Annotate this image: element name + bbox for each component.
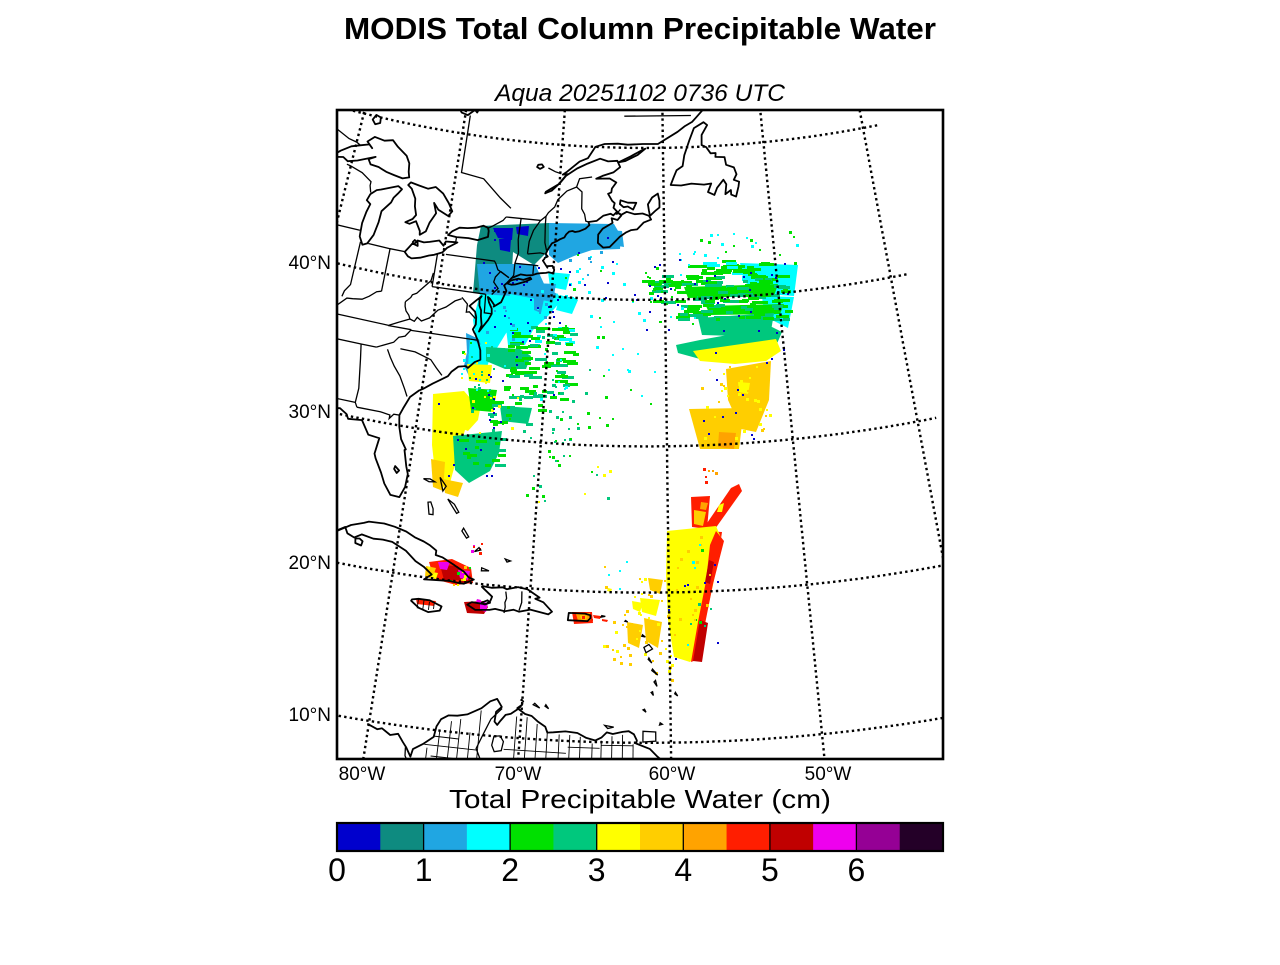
svg-text:80°W: 80°W bbox=[339, 764, 386, 785]
svg-text:Aqua 20251102 0736 UTC: Aqua 20251102 0736 UTC bbox=[493, 80, 786, 107]
svg-text:4: 4 bbox=[674, 852, 692, 888]
svg-text:50°W: 50°W bbox=[805, 764, 852, 785]
svg-text:70°W: 70°W bbox=[495, 764, 542, 785]
svg-text:Total Precipitable Water (cm): Total Precipitable Water (cm) bbox=[449, 784, 831, 814]
svg-text:0: 0 bbox=[328, 852, 346, 888]
svg-text:2: 2 bbox=[501, 852, 519, 888]
svg-text:10°N: 10°N bbox=[289, 705, 331, 726]
svg-text:30°N: 30°N bbox=[289, 402, 331, 423]
svg-text:6: 6 bbox=[848, 852, 866, 888]
svg-text:3: 3 bbox=[588, 852, 606, 888]
svg-text:60°W: 60°W bbox=[649, 764, 696, 785]
svg-text:40°N: 40°N bbox=[289, 253, 331, 274]
svg-text:5: 5 bbox=[761, 852, 779, 888]
svg-text:1: 1 bbox=[415, 852, 433, 888]
svg-text:MODIS Total Column Precipitabl: MODIS Total Column Precipitable Water bbox=[344, 11, 936, 46]
svg-text:20°N: 20°N bbox=[289, 553, 331, 574]
